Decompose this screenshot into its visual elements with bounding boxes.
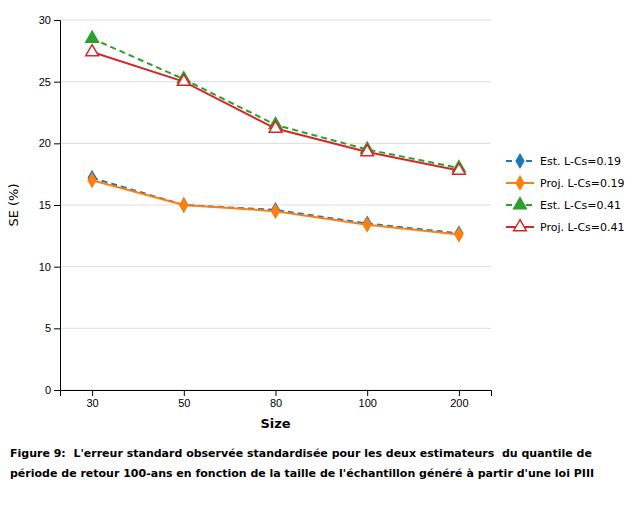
legend: Est. L-Cs=0.19 Proj. L-Cs=0.19 Est. L-Cs=0… [506, 154, 625, 233]
x-axis-title: Size [260, 416, 290, 431]
y-tick-mark [54, 390, 60, 391]
y-tick-mark [54, 328, 60, 329]
y-tick-label: 10 [39, 261, 51, 273]
grid-line [60, 143, 491, 144]
grid-line [60, 81, 491, 82]
x-tick-label: 30 [86, 397, 98, 409]
legend-symbol [516, 176, 524, 189]
series-marker [86, 45, 99, 56]
x-tick: 80 [270, 390, 282, 409]
series-line [92, 178, 459, 234]
x-tick-mark [92, 390, 93, 396]
series-marker [272, 205, 280, 218]
x-tick: 200 [450, 390, 468, 409]
x-axis-line [61, 391, 492, 397]
series-line [92, 180, 459, 234]
legend-label: Est. L-Cs=0.19 [540, 155, 621, 168]
x-tick-label: 200 [450, 397, 468, 409]
x-tick-label: 80 [270, 397, 282, 409]
legend-label: Proj. L-Cs=0.41 [540, 221, 625, 234]
grid-line [60, 266, 491, 267]
y-tick-label: 20 [39, 137, 51, 149]
y-tick-label: 30 [39, 14, 51, 26]
legend-symbol [514, 220, 527, 231]
y-tick-label: 0 [45, 384, 51, 396]
legend-item: Proj. L-Cs=0.19 [506, 176, 625, 189]
y-axis-title: SE (%) [6, 183, 21, 226]
x-tick: 30 [86, 390, 98, 409]
y-tick-mark [54, 143, 60, 144]
series-marker [361, 145, 374, 156]
y-tick-label: 5 [45, 322, 51, 334]
y-tick: 30 [39, 14, 60, 26]
x-tick-mark [184, 390, 185, 396]
x-tick-mark [276, 390, 277, 396]
series-group [86, 31, 466, 241]
y-tick: 20 [39, 137, 60, 149]
y-tick: 10 [39, 261, 60, 273]
grid [60, 20, 491, 390]
legend-item: Est. L-Cs=0.19 [506, 154, 621, 167]
y-tick: 25 [39, 76, 60, 88]
y-tick-label: 15 [39, 199, 51, 211]
legend-symbol [516, 154, 524, 167]
legend-label: Proj. L-Cs=0.19 [540, 177, 625, 190]
grid-line [60, 328, 491, 329]
legend-item: Proj. L-Cs=0.41 [506, 220, 625, 234]
series-line [92, 39, 459, 169]
legend-label: Est. L-Cs=0.41 [540, 199, 621, 212]
x-tick: 50 [178, 390, 190, 409]
caption: période de retour 100-ans en fonction de… [10, 467, 594, 480]
grid-line [60, 20, 491, 21]
y-tick: 0 [45, 384, 60, 396]
legend-symbol [514, 198, 527, 209]
y-tick-mark [54, 20, 60, 21]
series-marker [180, 198, 188, 211]
series-line [92, 52, 459, 170]
series-marker [363, 218, 371, 231]
x-tick-label: 100 [359, 397, 377, 409]
y-tick-mark [54, 82, 60, 83]
x-tick-mark [367, 390, 368, 396]
legend-item: Est. L-Cs=0.41 [506, 198, 621, 212]
series-marker [453, 163, 466, 174]
x-tick-mark [459, 390, 460, 396]
x-tick: 100 [359, 390, 377, 409]
series-marker [88, 174, 96, 187]
y-tick-mark [54, 267, 60, 268]
series-marker [177, 74, 190, 85]
y-tick: 15 [39, 199, 60, 211]
series-marker [86, 31, 99, 42]
series-marker [269, 121, 282, 132]
series-marker [180, 198, 188, 211]
chart: 30 50 80 100 200 0 5 10 15 20 25 30 Size SE (%) Est. L… [0, 0, 641, 505]
caption: Figure 9: L'erreur standard observée sta… [10, 447, 592, 460]
x-axis: 30 50 80 100 200 [61, 390, 492, 409]
y-axis: 0 5 10 15 20 25 30 [39, 14, 61, 396]
plot: 30 50 80 100 200 0 5 10 15 20 25 30 Size SE (%) [6, 14, 492, 431]
x-tick-label: 50 [178, 397, 190, 409]
y-tick: 5 [45, 322, 60, 334]
y-axis-line [54, 21, 61, 391]
y-tick-mark [54, 205, 60, 206]
y-tick-label: 25 [39, 76, 51, 88]
series-marker [455, 228, 463, 241]
